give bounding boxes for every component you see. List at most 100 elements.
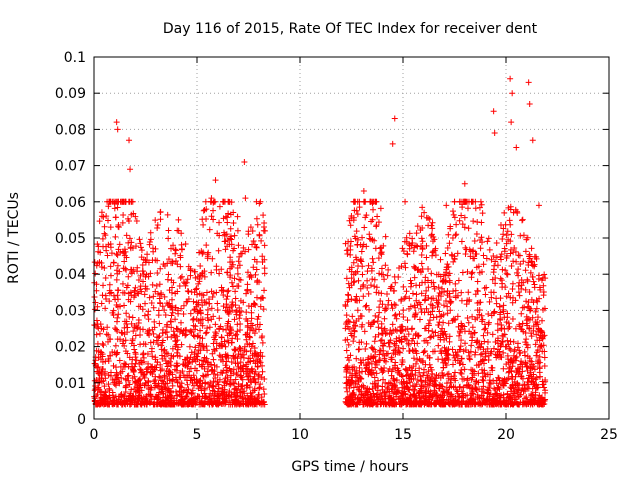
data-point	[425, 284, 432, 291]
data-point	[122, 337, 129, 344]
data-point	[446, 333, 453, 340]
data-point	[474, 287, 481, 294]
data-point	[192, 286, 199, 293]
data-point	[485, 235, 492, 242]
data-point	[130, 294, 137, 301]
data-point	[131, 373, 138, 380]
data-point	[234, 328, 241, 335]
data-point	[524, 353, 531, 360]
data-point	[150, 293, 157, 300]
data-point	[447, 299, 454, 306]
data-point	[444, 292, 451, 299]
data-point	[475, 379, 482, 386]
y-tick-label: 0	[77, 412, 86, 428]
data-point	[468, 270, 475, 277]
data-point	[389, 305, 396, 312]
data-point	[170, 328, 177, 335]
data-point	[242, 195, 249, 202]
data-point	[361, 328, 368, 335]
data-point	[149, 281, 156, 288]
data-point	[105, 203, 112, 210]
data-point	[500, 332, 507, 339]
data-point	[259, 294, 266, 301]
data-point	[478, 318, 485, 325]
data-point	[219, 354, 226, 361]
data-point	[371, 276, 378, 283]
data-point	[427, 334, 434, 341]
data-point	[509, 286, 516, 293]
data-point	[259, 259, 266, 266]
data-point	[143, 368, 150, 375]
data-point	[508, 231, 515, 238]
data-point	[511, 348, 518, 355]
data-point	[248, 400, 255, 407]
data-point	[473, 231, 480, 238]
data-point	[114, 204, 121, 211]
data-point	[178, 326, 185, 333]
data-point	[409, 290, 416, 297]
data-point	[382, 262, 389, 269]
data-point	[172, 258, 179, 264]
data-point	[525, 385, 532, 392]
data-point	[382, 305, 389, 312]
data-point	[159, 339, 166, 346]
data-point	[440, 364, 447, 371]
data-point	[372, 245, 379, 252]
data-point	[375, 331, 382, 338]
data-point	[472, 378, 479, 385]
data-point	[231, 347, 238, 354]
data-point	[527, 269, 534, 276]
data-point	[359, 321, 366, 328]
data-point	[221, 238, 228, 245]
data-point	[184, 287, 191, 294]
data-point	[237, 359, 244, 366]
data-point	[260, 398, 267, 405]
data-point	[388, 301, 395, 308]
data-point	[495, 384, 502, 391]
data-point	[164, 350, 171, 357]
data-point	[254, 221, 261, 228]
data-point	[192, 344, 199, 351]
data-point	[221, 378, 228, 385]
data-point	[344, 250, 351, 257]
data-point	[210, 395, 217, 402]
data-point	[468, 366, 475, 373]
data-point	[391, 312, 398, 319]
data-point	[231, 389, 238, 396]
data-point	[138, 247, 145, 254]
data-point	[244, 287, 251, 294]
data-point	[362, 368, 369, 375]
data-point	[515, 266, 522, 273]
data-point	[481, 326, 488, 333]
data-point	[469, 313, 476, 320]
data-point	[252, 360, 259, 367]
y-tick-label: 0.05	[55, 231, 86, 247]
data-point	[519, 217, 526, 224]
data-point	[470, 198, 477, 205]
data-point	[174, 362, 181, 369]
data-point	[158, 400, 165, 407]
data-point	[448, 399, 455, 406]
data-point	[358, 375, 365, 382]
data-point	[469, 385, 476, 392]
data-point	[511, 378, 518, 385]
data-point	[213, 289, 220, 296]
data-point	[379, 301, 386, 308]
data-point	[110, 362, 117, 369]
data-point	[427, 311, 434, 318]
data-point	[214, 400, 221, 407]
data-point	[226, 388, 233, 395]
data-point	[491, 262, 498, 269]
data-point	[534, 314, 541, 321]
data-point	[115, 246, 122, 253]
data-point	[426, 380, 433, 387]
data-point	[470, 391, 477, 398]
data-point	[473, 264, 480, 271]
data-point	[237, 250, 244, 257]
data-point	[130, 328, 137, 335]
data-point	[214, 306, 221, 313]
data-point	[482, 373, 489, 380]
data-point	[526, 101, 533, 108]
data-point	[501, 379, 508, 386]
data-point	[206, 324, 213, 331]
